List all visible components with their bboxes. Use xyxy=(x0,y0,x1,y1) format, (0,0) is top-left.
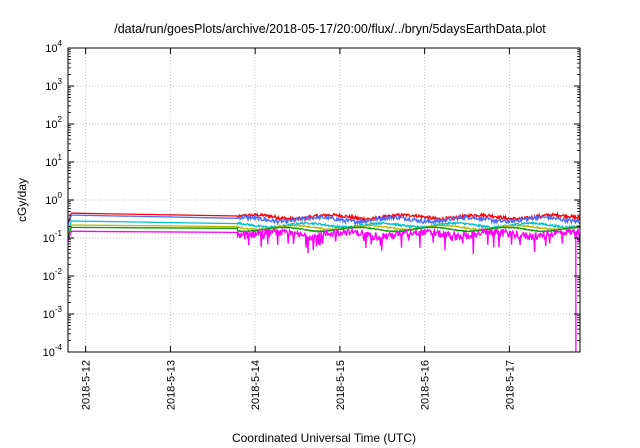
x-tick-label: 2018-5-14 xyxy=(250,360,262,410)
y-tick-label: 10-4 xyxy=(43,343,63,359)
x-axis-label: Coordinated Universal Time (UTC) xyxy=(232,431,416,445)
y-tick-label: 10-3 xyxy=(43,305,63,321)
y-axis-label: cGy/day xyxy=(15,178,29,222)
series-line xyxy=(67,220,581,232)
y-axis: 10-4 10-3 10-2 10-1 100 101 102 103 104 xyxy=(43,39,580,359)
y-tick-label: 104 xyxy=(45,39,62,55)
series-group xyxy=(67,211,581,353)
series-line xyxy=(67,213,581,226)
x-axis: 2018-5-12 2018-5-13 2018-5-14 2018-5-15 2018… xyxy=(81,48,516,410)
y-tick-label: 100 xyxy=(45,191,62,207)
y-tick-label: 102 xyxy=(45,115,62,131)
series-line xyxy=(67,227,581,353)
y-tick-label: 103 xyxy=(45,77,62,93)
x-tick-label: 2018-5-16 xyxy=(420,360,432,410)
y-tick-label: 10-2 xyxy=(43,267,63,283)
x-tick-label: 2018-5-12 xyxy=(81,360,93,410)
x-tick-label: 2018-5-17 xyxy=(504,360,516,410)
x-tick-label: 2018-5-15 xyxy=(335,360,347,410)
grid xyxy=(68,48,580,352)
y-tick-label: 10-1 xyxy=(43,229,63,245)
y-tick-label: 101 xyxy=(45,153,62,169)
x-tick-label: 2018-5-13 xyxy=(165,360,177,410)
chart-title: /data/run/goesPlots/archive/2018-05-17/2… xyxy=(114,22,546,36)
